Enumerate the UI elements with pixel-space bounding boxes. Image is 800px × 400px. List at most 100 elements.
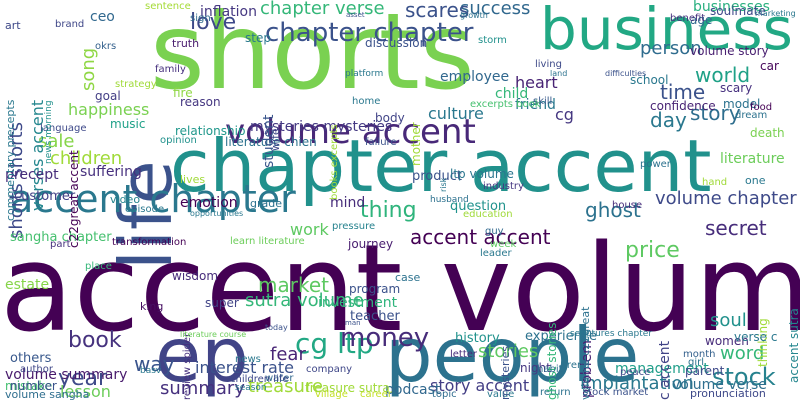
word-cloud-word: case — [395, 271, 421, 284]
word-cloud-word: businesses — [693, 0, 770, 15]
word-cloud-word: emotion — [180, 195, 238, 211]
word-cloud-word: sutra volume — [245, 290, 364, 311]
word-cloud-word: super — [205, 296, 239, 310]
word-cloud-word: reason — [180, 95, 221, 109]
word-cloud-word: number — [10, 379, 57, 393]
word-cloud-word: love — [190, 10, 237, 35]
word-cloud-word: learn literature — [230, 236, 305, 247]
word-cloud-word: literature — [720, 151, 785, 167]
word-cloud-word: experience — [525, 329, 598, 344]
word-cloud-word: word — [720, 343, 765, 364]
word-cloud-word: peace — [620, 367, 651, 378]
word-cloud-word: stock — [712, 363, 776, 391]
word-cloud-word: discussion — [365, 36, 428, 50]
word-cloud-word: dream — [735, 110, 768, 121]
word-cloud-word: house — [612, 200, 643, 211]
word-cloud-word: risk — [439, 177, 448, 192]
word-cloud-word: brand — [55, 19, 85, 30]
word-cloud-word: volume story — [690, 44, 769, 58]
word-cloud-word: school — [630, 73, 669, 87]
word-cloud-word: model — [723, 97, 761, 111]
word-cloud-word: interest rate — [195, 358, 294, 377]
word-cloud-word: basv — [140, 366, 162, 376]
word-cloud-word: pressure — [332, 221, 376, 232]
word-cloud-word: news morning — [44, 100, 54, 164]
word-cloud-word: children life — [230, 374, 289, 385]
word-cloud-word: leader — [480, 248, 512, 259]
word-cloud-word: question — [450, 199, 507, 214]
word-cloud-word: husband — [430, 195, 469, 205]
word-cloud-word: news — [235, 354, 261, 365]
word-cloud-word: night — [520, 361, 551, 375]
word-cloud-word: day — [650, 108, 687, 132]
word-cloud-word: platform — [345, 69, 384, 79]
word-cloud-word: village — [315, 389, 348, 400]
word-cloud-word: goal — [95, 89, 121, 103]
word-cloud-word: soul — [710, 310, 747, 331]
word-cloud-word: stories — [478, 341, 539, 362]
word-cloud-word: career — [360, 389, 392, 400]
word-cloud-word: happiness — [68, 100, 150, 119]
word-cloud-word: sign — [190, 13, 211, 24]
word-cloud-word: inflation — [200, 4, 257, 20]
word-cloud-word: summary — [160, 378, 245, 399]
word-cloud-word: success — [460, 0, 531, 19]
word-cloud-word: c22great accent — [67, 150, 81, 248]
word-cloud-word: teacher — [350, 309, 400, 324]
word-cloud-word: soulmate — [710, 4, 766, 18]
word-cloud-word: time — [660, 80, 706, 104]
word-cloud-word: wife — [269, 128, 282, 151]
word-cloud-word: thing — [360, 198, 417, 223]
word-cloud-word: mind — [330, 195, 366, 211]
word-cloud-word: man — [345, 319, 361, 327]
word-cloud-word: program — [349, 282, 401, 296]
word-cloud-word: person — [640, 38, 702, 59]
word-cloud-word: one — [745, 174, 766, 187]
word-cloud-word: power — [640, 159, 671, 170]
word-cloud-word: language — [40, 123, 87, 134]
word-cloud-word: mysteries — [499, 345, 512, 400]
word-cloud-word: company — [306, 364, 353, 375]
word-cloud-word: lives — [180, 173, 206, 186]
word-cloud-word: grade — [250, 197, 282, 210]
word-cloud-word: story — [690, 101, 741, 125]
word-cloud-word: ceo — [90, 9, 115, 25]
word-cloud-word: guy — [485, 226, 504, 237]
word-cloud-word: literature chien — [225, 135, 317, 149]
word-cloud-word: chapter chapter — [265, 18, 474, 48]
word-cloud-word: family — [155, 64, 186, 75]
word-cloud-word: storm — [478, 35, 507, 46]
word-cloud-word: shorts — [150, 0, 475, 113]
word-cloud-word: topic — [432, 389, 457, 400]
word-cloud-word: estate — [5, 277, 50, 293]
word-cloud-word: value — [487, 389, 515, 400]
word-cloud-word: season — [235, 383, 267, 393]
word-cloud-word: children — [50, 148, 123, 169]
word-cloud-word: implantation — [580, 373, 694, 394]
word-cloud-word: asset — [346, 11, 365, 19]
word-cloud-word: parent — [685, 364, 725, 378]
word-cloud-word: wisdom — [172, 269, 219, 283]
word-cloud-word: land — [550, 69, 568, 78]
word-cloud-word: step — [245, 31, 271, 45]
word-cloud-word: pronunciation — [690, 387, 766, 400]
word-cloud-word: excerpts book — [470, 99, 541, 110]
word-cloud-word: treasure — [248, 376, 324, 397]
word-cloud-word: story accent — [430, 376, 530, 395]
word-cloud-word: precept — [5, 167, 59, 183]
word-cloud-word: mysteries mysteries — [250, 119, 393, 135]
word-cloud-word: verse c — [734, 330, 778, 344]
word-cloud-word: home — [352, 96, 381, 107]
word-cloud-word: literature course — [180, 330, 247, 339]
word-cloud-word: management — [615, 361, 709, 377]
word-cloud-word: truth — [172, 37, 200, 50]
word-cloud-word: author — [20, 364, 53, 375]
word-cloud-word: friend — [515, 97, 556, 113]
word-cloud-word: month — [683, 349, 716, 360]
word-cloud-word: art — [5, 19, 21, 32]
word-cloud-word: money — [340, 323, 430, 353]
word-cloud-word: customer — [14, 189, 76, 204]
word-cloud-word: relationship — [175, 124, 246, 138]
word-cloud-word: water — [265, 373, 294, 384]
